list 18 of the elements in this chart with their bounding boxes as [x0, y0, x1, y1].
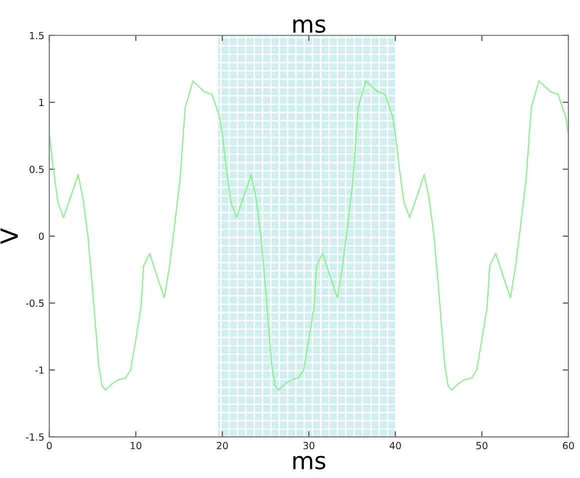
- y-axis-title: V: [0, 228, 18, 244]
- y-tick-label: -1.5: [26, 434, 44, 441]
- x-axis-title: ms: [293, 456, 326, 470]
- y-tick-label: 0.5: [30, 166, 44, 174]
- x-tick-label: 0: [46, 442, 52, 450]
- x-tick-label: 60: [562, 442, 574, 450]
- x-tick-label: 10: [130, 442, 142, 450]
- y-tick-label: -1: [35, 366, 44, 374]
- x-tick-label: 20: [216, 442, 228, 450]
- y-tick-label: 1: [39, 98, 44, 106]
- line-series: [49, 80, 568, 391]
- x-tick-label: 50: [476, 442, 488, 450]
- y-tick-label: 0: [38, 232, 44, 240]
- x-tick-label: 30: [303, 442, 314, 450]
- chart-title: ms: [293, 19, 326, 33]
- x-tick-label: 40: [390, 442, 401, 450]
- y-tick-label: 1.5: [30, 32, 44, 40]
- y-tick-label: -0.5: [26, 300, 44, 307]
